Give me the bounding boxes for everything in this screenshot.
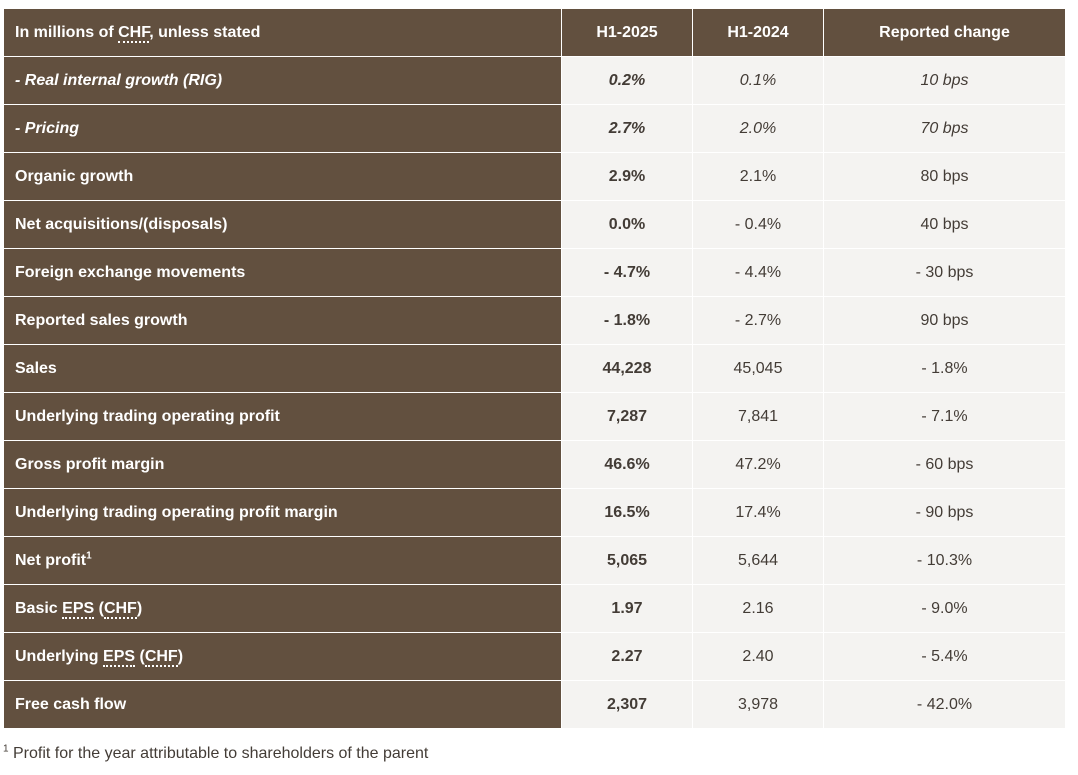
row-label: Free cash flow bbox=[3, 680, 562, 729]
cell-reported-change: - 9.0% bbox=[823, 584, 1066, 633]
footnote: 1 Profit for the year attributable to sh… bbox=[3, 743, 429, 763]
row-label: - Real internal growth (RIG) bbox=[3, 56, 562, 105]
table-row: Underlying trading operating profit 7,28… bbox=[3, 392, 1066, 441]
table-row: - Real internal growth (RIG) 0.2% 0.1% 1… bbox=[3, 56, 1066, 105]
cell-h1-2024: 47.2% bbox=[692, 440, 824, 489]
cell-h1-2024: 2.0% bbox=[692, 104, 824, 153]
cell-reported-change: 10 bps bbox=[823, 56, 1066, 105]
cell-h1-2025: 2.27 bbox=[561, 632, 693, 681]
cell-reported-change: - 30 bps bbox=[823, 248, 1066, 297]
cell-h1-2024: 3,978 bbox=[692, 680, 824, 729]
row-label: Sales bbox=[3, 344, 562, 393]
cell-h1-2024: 5,644 bbox=[692, 536, 824, 585]
row-label: Net acquisitions/(disposals) bbox=[3, 200, 562, 249]
cell-reported-change: - 90 bps bbox=[823, 488, 1066, 537]
chf-abbreviation[interactable]: CHF bbox=[118, 23, 150, 43]
cell-h1-2025: 1.97 bbox=[561, 584, 693, 633]
table-row: Net profit1 5,065 5,644 - 10.3% bbox=[3, 536, 1066, 585]
cell-h1-2024: - 0.4% bbox=[692, 200, 824, 249]
row-label: Underlying trading operating profit marg… bbox=[3, 488, 562, 537]
cell-h1-2024: - 4.4% bbox=[692, 248, 824, 297]
footnote-marker: 1 bbox=[3, 743, 9, 755]
row-label: Underlying trading operating profit bbox=[3, 392, 562, 441]
table-row: Foreign exchange movements - 4.7% - 4.4%… bbox=[3, 248, 1066, 297]
row-label: Basic EPS (CHF) bbox=[3, 584, 562, 633]
cell-h1-2024: 45,045 bbox=[692, 344, 824, 393]
cell-h1-2025: 46.6% bbox=[561, 440, 693, 489]
table-row: Sales 44,228 45,045 - 1.8% bbox=[3, 344, 1066, 393]
table-row: Underlying EPS (CHF) 2.27 2.40 - 5.4% bbox=[3, 632, 1066, 681]
row-label: Reported sales growth bbox=[3, 296, 562, 345]
cell-h1-2025: 7,287 bbox=[561, 392, 693, 441]
cell-h1-2025: 16.5% bbox=[561, 488, 693, 537]
cell-h1-2025: 0.2% bbox=[561, 56, 693, 105]
chf-abbreviation[interactable]: CHF bbox=[144, 647, 178, 667]
cell-h1-2025: 2.9% bbox=[561, 152, 693, 201]
footnote-text: Profit for the year attributable to shar… bbox=[8, 745, 429, 762]
cell-reported-change: - 60 bps bbox=[823, 440, 1066, 489]
header-h1-2024: H1-2024 bbox=[692, 8, 824, 57]
table-row: Underlying trading operating profit marg… bbox=[3, 488, 1066, 537]
table-row: Reported sales growth - 1.8% - 2.7% 90 b… bbox=[3, 296, 1066, 345]
cell-h1-2025: - 4.7% bbox=[561, 248, 693, 297]
cell-reported-change: 90 bps bbox=[823, 296, 1066, 345]
header-h1-2025: H1-2025 bbox=[561, 8, 693, 57]
header-label: In millions of CHF, unless stated bbox=[3, 8, 562, 57]
cell-h1-2024: 2.16 bbox=[692, 584, 824, 633]
cell-h1-2024: 2.1% bbox=[692, 152, 824, 201]
row-label: Organic growth bbox=[3, 152, 562, 201]
cell-reported-change: - 1.8% bbox=[823, 344, 1066, 393]
footnote-marker: 1 bbox=[86, 550, 92, 562]
row-label: Foreign exchange movements bbox=[3, 248, 562, 297]
cell-h1-2025: 0.0% bbox=[561, 200, 693, 249]
row-label: Underlying EPS (CHF) bbox=[3, 632, 562, 681]
cell-h1-2025: - 1.8% bbox=[561, 296, 693, 345]
cell-reported-change: - 7.1% bbox=[823, 392, 1066, 441]
cell-reported-change: 70 bps bbox=[823, 104, 1066, 153]
cell-h1-2025: 5,065 bbox=[561, 536, 693, 585]
table-row: - Pricing 2.7% 2.0% 70 bps bbox=[3, 104, 1066, 153]
table-row: Organic growth 2.9% 2.1% 80 bps bbox=[3, 152, 1066, 201]
eps-abbreviation[interactable]: EPS bbox=[62, 599, 95, 619]
table-row: Basic EPS (CHF) 1.97 2.16 - 9.0% bbox=[3, 584, 1066, 633]
row-label: Gross profit margin bbox=[3, 440, 562, 489]
cell-h1-2024: 17.4% bbox=[692, 488, 824, 537]
cell-h1-2025: 44,228 bbox=[561, 344, 693, 393]
cell-reported-change: - 42.0% bbox=[823, 680, 1066, 729]
table-header-row: In millions of CHF, unless stated H1-202… bbox=[3, 8, 1066, 57]
cell-h1-2024: 2.40 bbox=[692, 632, 824, 681]
cell-reported-change: 40 bps bbox=[823, 200, 1066, 249]
cell-h1-2025: 2.7% bbox=[561, 104, 693, 153]
row-label: Net profit1 bbox=[3, 536, 562, 585]
chf-abbreviation[interactable]: CHF bbox=[103, 599, 137, 619]
table-row: Gross profit margin 46.6% 47.2% - 60 bps bbox=[3, 440, 1066, 489]
cell-h1-2025: 2,307 bbox=[561, 680, 693, 729]
table-row: Net acquisitions/(disposals) 0.0% - 0.4%… bbox=[3, 200, 1066, 249]
row-label: - Pricing bbox=[3, 104, 562, 153]
cell-reported-change: 80 bps bbox=[823, 152, 1066, 201]
cell-reported-change: - 10.3% bbox=[823, 536, 1066, 585]
cell-reported-change: - 5.4% bbox=[823, 632, 1066, 681]
cell-h1-2024: 7,841 bbox=[692, 392, 824, 441]
cell-h1-2024: 0.1% bbox=[692, 56, 824, 105]
header-reported-change: Reported change bbox=[823, 8, 1066, 57]
eps-abbreviation[interactable]: EPS bbox=[103, 647, 136, 667]
cell-h1-2024: - 2.7% bbox=[692, 296, 824, 345]
financial-summary-table: In millions of CHF, unless stated H1-202… bbox=[3, 8, 1066, 729]
table-row: Free cash flow 2,307 3,978 - 42.0% bbox=[3, 680, 1066, 729]
